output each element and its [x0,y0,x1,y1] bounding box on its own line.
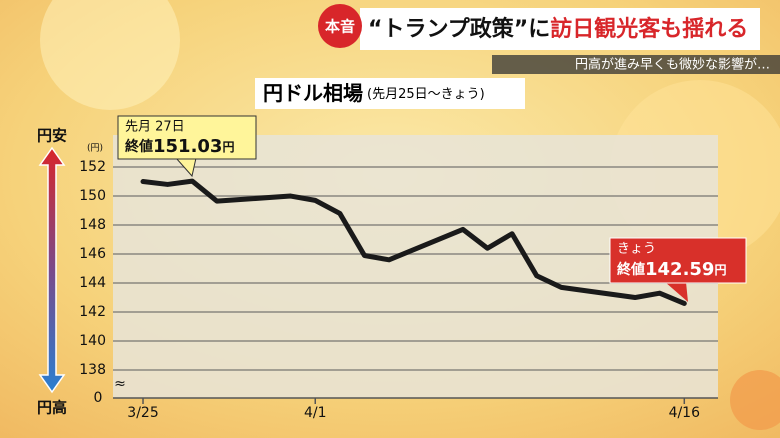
y-tick-label: 150 [79,188,106,204]
bokeh [730,370,780,430]
callout-value: 151.03 [153,136,222,157]
callout-unit: 円 [222,140,234,154]
badge [318,4,362,48]
x-tick-label: 4/16 [669,405,701,421]
y-tick-label: 138 [79,362,106,378]
price-line [140,178,687,306]
callout-label: 先月 27日 [125,120,185,135]
y-tick-label: 140 [79,333,106,349]
y-tick-label: 144 [79,275,106,291]
y-unit: (円) [87,143,103,154]
callout-unit: 円 [714,263,726,277]
callout-value: 142.59 [645,259,714,280]
title-part: “トランプ政策”に [368,16,550,42]
y-origin-label: 0 [94,390,103,406]
y-tick-label: 152 [79,159,106,175]
direction-arrow [38,146,66,394]
bokeh [40,0,180,110]
axis-break: ≈ [114,376,126,392]
chart-title-main: 円ドル相場 [263,81,363,105]
callout-caption: 終値 [125,138,153,155]
callout-label: きょう [617,242,656,257]
callout-pointer [665,282,688,302]
title-banner [360,8,760,50]
callout-text: 終値142.59円 [617,259,726,280]
y-tick-label: 148 [79,217,106,233]
x-tick-label: 4/1 [304,405,327,421]
chart-subtitle: (先月25日〜きょう) [367,87,485,102]
callout-text: 終値151.03円 [125,136,234,157]
subtitle: 円高が進み早くも微妙な影響が… [575,57,770,73]
chart-title: 円ドル相場 (先月25日〜きょう) [263,81,485,105]
plot: 138 140 142 144 146 148 150 152 3/25 4/1 4/16 [79,159,718,421]
title: “トランプ政策”に訪日観光客も揺れる [368,16,748,42]
callout-box [117,115,257,160]
callout-box [609,237,747,284]
y-bottom-label: 円高 [37,399,67,417]
y-top-label: 円安 [37,127,67,145]
x-tick-label: 3/25 [127,405,158,421]
y-tick-label: 142 [79,304,106,320]
badge-text: 本音 [325,18,355,36]
subtitle-strip [492,55,780,74]
chart-title-box [255,78,525,109]
y-tick-label: 146 [79,246,106,262]
title-part: 訪日観光客も揺れる [550,16,748,42]
callout-caption: 終値 [617,261,645,278]
